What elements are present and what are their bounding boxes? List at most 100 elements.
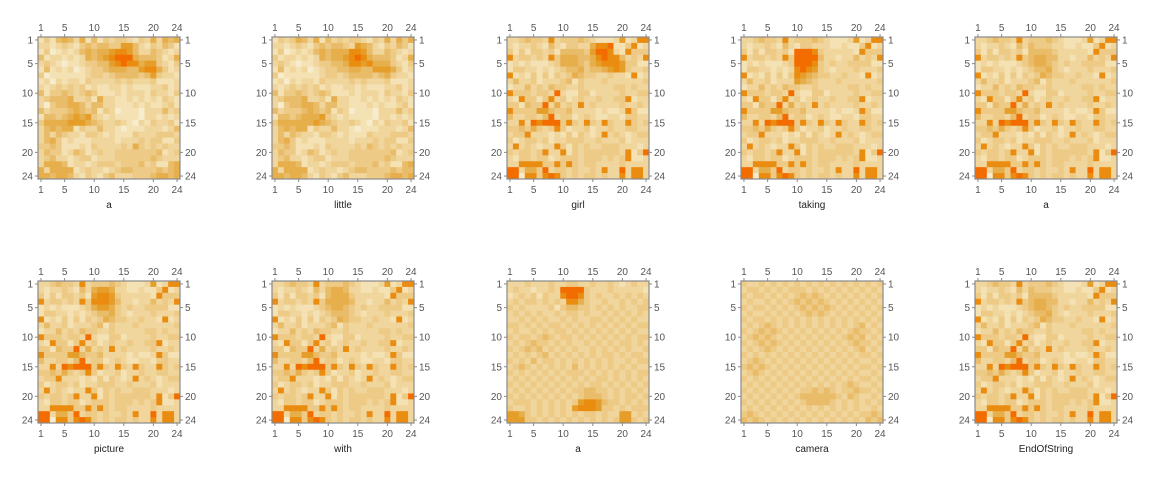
heatmap-cell	[1058, 161, 1064, 167]
heatmap-cell	[566, 161, 572, 167]
heatmap-cell	[44, 346, 50, 352]
heatmap-cell	[848, 67, 854, 73]
heatmap-cell	[507, 399, 513, 405]
heatmap-cell	[1070, 108, 1076, 114]
heatmap-cell	[313, 144, 319, 150]
heatmap-cell	[379, 388, 385, 394]
heatmap-cell	[355, 287, 361, 293]
heatmap-cell	[331, 61, 337, 67]
heatmap-cell	[824, 120, 830, 126]
heatmap-cell	[390, 161, 396, 167]
heatmap-cell	[578, 49, 584, 55]
heatmap-cell	[590, 161, 596, 167]
heatmap-cell	[608, 49, 614, 55]
heatmap-cell	[525, 161, 531, 167]
heatmap-cell	[596, 311, 602, 317]
heatmap-cell	[367, 96, 373, 102]
heatmap-cell	[79, 120, 85, 126]
heatmap-cell	[396, 346, 402, 352]
heatmap-cell	[79, 43, 85, 49]
heatmap-cell	[747, 43, 753, 49]
heatmap-cell	[68, 388, 74, 394]
heatmap-cell	[278, 346, 284, 352]
heatmap-cell	[812, 167, 818, 173]
heatmap-cell	[133, 132, 139, 138]
heatmap-cell	[109, 90, 115, 96]
heatmap-cell	[1016, 49, 1022, 55]
heatmap-cell	[554, 346, 560, 352]
heatmap-cell	[519, 102, 525, 108]
heatmap-cell	[525, 399, 531, 405]
heatmap-cell	[596, 358, 602, 364]
heatmap-cell	[543, 334, 549, 340]
heatmap-cell	[85, 305, 91, 311]
heatmap-cell	[1076, 120, 1082, 126]
heatmap-cell	[800, 102, 806, 108]
heatmap-cell	[367, 393, 373, 399]
heatmap-cell	[396, 334, 402, 340]
heatmap-cell	[133, 405, 139, 411]
heatmap-cell	[537, 84, 543, 90]
heatmap-cell	[38, 388, 44, 394]
heatmap-cell	[337, 311, 343, 317]
heatmap-cell	[1046, 132, 1052, 138]
heatmap-cell	[1028, 114, 1034, 120]
heatmap-cell	[361, 287, 367, 293]
heatmap-cell	[296, 393, 302, 399]
heatmap-cell	[1011, 161, 1017, 167]
heatmap-cell	[566, 114, 572, 120]
heatmap-cell	[631, 293, 637, 299]
panel-label: a	[38, 200, 180, 211]
heatmap-cell	[747, 120, 753, 126]
heatmap-cell	[987, 108, 993, 114]
heatmap-cell	[519, 399, 525, 405]
heatmap-cell	[402, 287, 408, 293]
heatmap-cell	[1082, 73, 1088, 79]
heatmap-cell	[109, 120, 115, 126]
heatmap-cell	[373, 411, 379, 417]
heatmap-cell	[331, 393, 337, 399]
heatmap-cell	[115, 305, 121, 311]
heatmap-cell	[296, 43, 302, 49]
heatmap-cell	[109, 399, 115, 405]
heatmap-cell	[871, 167, 877, 173]
heatmap-cell	[513, 376, 519, 382]
heatmap-cell	[133, 352, 139, 358]
heatmap-cell	[313, 411, 319, 417]
x-tick-label-bottom: 1	[507, 185, 513, 196]
heatmap-cell	[62, 334, 68, 340]
heatmap-cell	[331, 37, 337, 43]
heatmap-cell	[319, 293, 325, 299]
heatmap-cell	[308, 120, 314, 126]
heatmap-cell	[331, 49, 337, 55]
heatmap-cell	[625, 61, 631, 67]
heatmap-cell	[1028, 102, 1034, 108]
heatmap-cell	[602, 167, 608, 173]
heatmap-cell	[554, 281, 560, 287]
heatmap-cell	[367, 382, 373, 388]
heatmap-cell	[637, 322, 643, 328]
heatmap-cell	[150, 281, 156, 287]
heatmap-cell	[1070, 155, 1076, 161]
heatmap-cell	[373, 405, 379, 411]
heatmap-cell	[806, 73, 812, 79]
heatmap-cell	[38, 55, 44, 61]
heatmap-cell	[987, 149, 993, 155]
heatmap-cell	[572, 155, 578, 161]
heatmap-cell	[741, 49, 747, 55]
heatmap-cell	[62, 78, 68, 84]
heatmap-cell	[625, 382, 631, 388]
heatmap-cell	[596, 49, 602, 55]
heatmap-cell	[1099, 144, 1105, 150]
heatmap-cell	[584, 299, 590, 305]
heatmap-cell	[1087, 126, 1093, 132]
heatmap-cell	[150, 388, 156, 394]
heatmap-cell	[513, 126, 519, 132]
heatmap-cell	[513, 364, 519, 370]
heatmap-cell	[168, 161, 174, 167]
heatmap-cell	[848, 102, 854, 108]
heatmap-cell	[830, 155, 836, 161]
heatmap-cell	[361, 358, 367, 364]
heatmap-cell	[361, 149, 367, 155]
heatmap-cell	[1052, 102, 1058, 108]
